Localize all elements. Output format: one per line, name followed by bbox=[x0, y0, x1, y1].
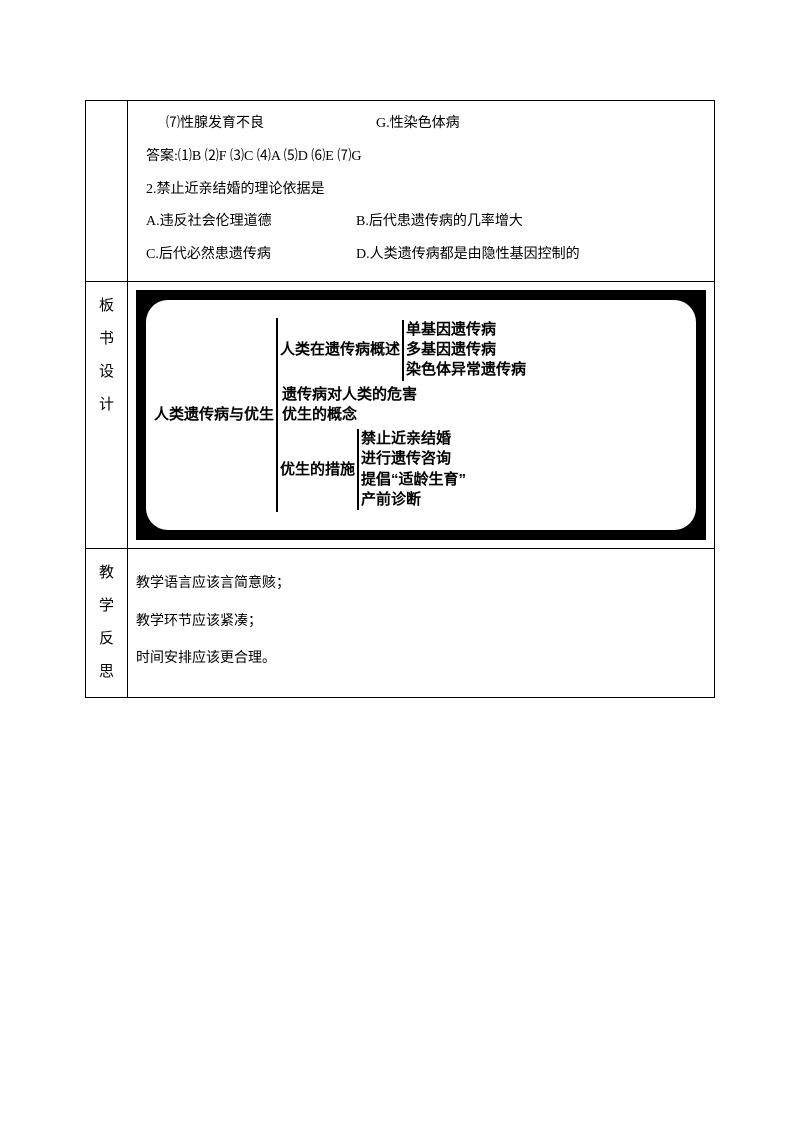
branch-3-leaf-2: 进行遗传咨询 bbox=[361, 449, 466, 469]
branch-1: 人类在遗传病概述 单基因遗传病 多基因遗传病 染色体异常遗传病 bbox=[280, 320, 526, 381]
tree-root: 人类遗传病与优生 bbox=[154, 405, 276, 425]
board-label-1: 板 bbox=[94, 290, 119, 323]
lesson-plan-table: ⑺性腺发育不良 G.性染色体病 答案:⑴B ⑵F ⑶C ⑷A ⑸D ⑹E ⑺G … bbox=[85, 100, 715, 698]
branch-2-leaf-1: 遗传病对人类的危害 bbox=[282, 385, 417, 405]
branch-3-label: 优生的措施 bbox=[280, 460, 357, 480]
branch-2-leaf-2: 优生的概念 bbox=[282, 405, 417, 425]
board-design-row: 板 书 设 计 人类遗传病与优生 人类在遗传病概述 单基因遗传病 bbox=[86, 281, 715, 548]
branch-2: 遗传病对人类的危害 优生的概念 bbox=[280, 385, 526, 426]
q2-optA: A.违反社会伦理道德 bbox=[146, 207, 356, 238]
question-content-cell: ⑺性腺发育不良 G.性染色体病 答案:⑴B ⑵F ⑶C ⑷A ⑸D ⑹E ⑺G … bbox=[128, 101, 715, 282]
board-vertical-label: 板 书 设 计 bbox=[94, 290, 119, 422]
blackboard-frame: 人类遗传病与优生 人类在遗传病概述 单基因遗传病 多基因遗传病 染色体异常遗传病 bbox=[136, 290, 706, 540]
branch-3-leaf-1: 禁止近亲结婚 bbox=[361, 429, 466, 449]
reflection-label-3: 反 bbox=[94, 623, 119, 656]
branch-1-leaf-1: 单基因遗传病 bbox=[406, 320, 526, 340]
reflection-line-1: 教学语言应该言简意赅； bbox=[136, 567, 706, 601]
branch-3-leaves: 禁止近亲结婚 进行遗传咨询 提倡“适龄生育” 产前诊断 bbox=[357, 429, 466, 510]
answer-line: 答案:⑴B ⑵F ⑶C ⑷A ⑸D ⑹E ⑺G bbox=[136, 142, 706, 173]
board-content-cell: 人类遗传病与优生 人类在遗传病概述 单基因遗传病 多基因遗传病 染色体异常遗传病 bbox=[128, 281, 715, 548]
reflection-label-1: 教 bbox=[94, 557, 119, 590]
q1-line7-right: G.性染色体病 bbox=[376, 109, 460, 140]
branch-1-leaf-2: 多基因遗传病 bbox=[406, 340, 526, 360]
reflection-content: 教学语言应该言简意赅； 教学环节应该紧凑； 时间安排应该更合理。 bbox=[136, 557, 706, 676]
q2-optD: D.人类遗传病都是由隐性基因控制的 bbox=[356, 240, 580, 271]
content-row: ⑺性腺发育不良 G.性染色体病 答案:⑴B ⑵F ⑶C ⑷A ⑸D ⑹E ⑺G … bbox=[86, 101, 715, 282]
q2-title: 2.禁止近亲结婚的理论依据是 bbox=[136, 175, 706, 206]
board-label-4: 计 bbox=[94, 389, 119, 422]
reflection-label-4: 思 bbox=[94, 656, 119, 689]
branch-2-leaves: 遗传病对人类的危害 优生的概念 bbox=[280, 385, 417, 426]
branch-1-leaf-3: 染色体异常遗传病 bbox=[406, 360, 526, 380]
branch-3-leaf-4: 产前诊断 bbox=[361, 490, 466, 510]
concept-tree: 人类遗传病与优生 人类在遗传病概述 单基因遗传病 多基因遗传病 染色体异常遗传病 bbox=[154, 318, 684, 512]
q2-options-ab: A.违反社会伦理道德 B.后代患遗传病的几率增大 bbox=[136, 207, 706, 238]
reflection-line-3: 时间安排应该更合理。 bbox=[136, 642, 706, 676]
reflection-line-2: 教学环节应该紧凑； bbox=[136, 605, 706, 639]
branch-3-leaf-3: 提倡“适龄生育” bbox=[361, 470, 466, 490]
q2-optC: C.后代必然患遗传病 bbox=[146, 240, 356, 271]
reflection-content-cell: 教学语言应该言简意赅； 教学环节应该紧凑； 时间安排应该更合理。 bbox=[128, 549, 715, 698]
q1-line7-left: ⑺性腺发育不良 bbox=[166, 109, 376, 140]
reflection-label-2: 学 bbox=[94, 590, 119, 623]
q1-line7: ⑺性腺发育不良 G.性染色体病 bbox=[136, 109, 706, 140]
board-label-3: 设 bbox=[94, 356, 119, 389]
empty-label-cell bbox=[86, 101, 128, 282]
reflection-vertical-label: 教 学 反 思 bbox=[94, 557, 119, 689]
q2-optB: B.后代患遗传病的几率增大 bbox=[356, 207, 523, 238]
board-label-cell: 板 书 设 计 bbox=[86, 281, 128, 548]
reflection-label-cell: 教 学 反 思 bbox=[86, 549, 128, 698]
board-label-2: 书 bbox=[94, 323, 119, 356]
reflection-row: 教 学 反 思 教学语言应该言简意赅； 教学环节应该紧凑； 时间安排应该更合理。 bbox=[86, 549, 715, 698]
q2-options-cd: C.后代必然患遗传病 D.人类遗传病都是由隐性基因控制的 bbox=[136, 240, 706, 271]
branch-1-leaves: 单基因遗传病 多基因遗传病 染色体异常遗传病 bbox=[402, 320, 526, 381]
branch-1-label: 人类在遗传病概述 bbox=[280, 340, 402, 360]
blackboard-inner: 人类遗传病与优生 人类在遗传病概述 单基因遗传病 多基因遗传病 染色体异常遗传病 bbox=[146, 300, 696, 530]
branch-3: 优生的措施 禁止近亲结婚 进行遗传咨询 提倡“适龄生育” 产前诊断 bbox=[280, 429, 526, 510]
tree-branches: 人类在遗传病概述 单基因遗传病 多基因遗传病 染色体异常遗传病 遗传病对人类的危… bbox=[276, 318, 526, 512]
